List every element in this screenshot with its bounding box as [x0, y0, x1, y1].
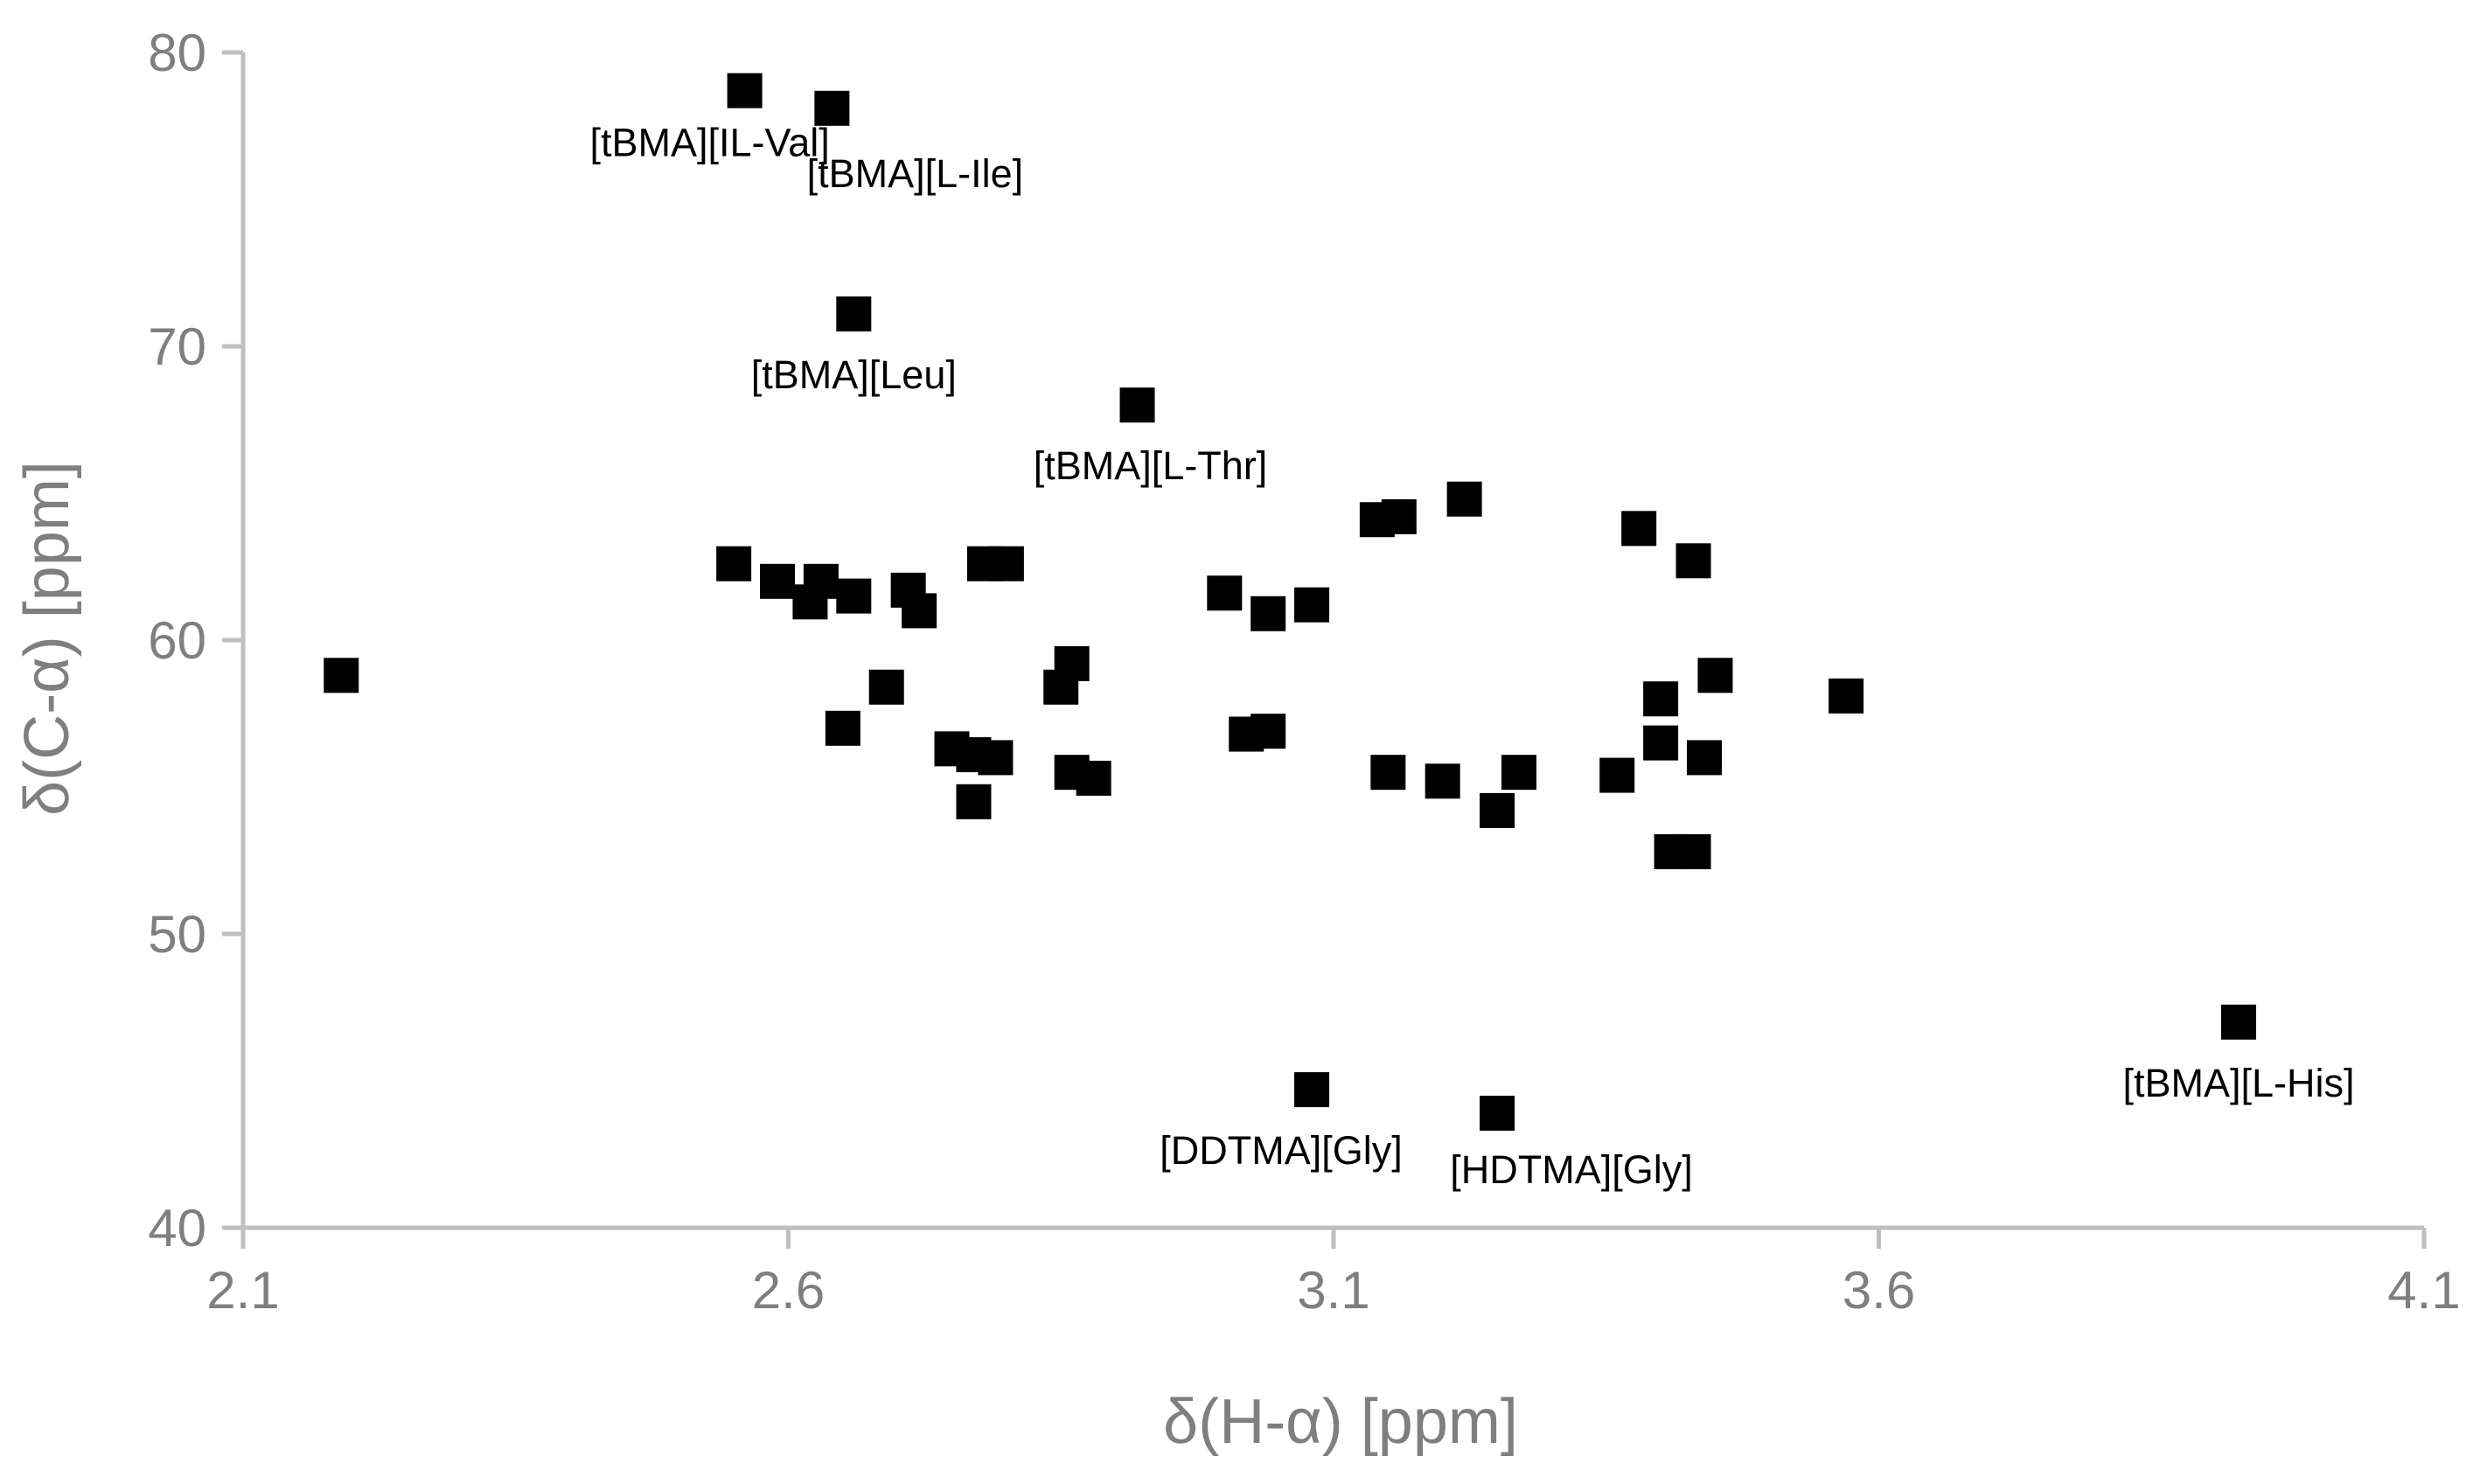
data-point — [1076, 760, 1111, 796]
data-point — [1425, 763, 1460, 799]
point-label: [HDTMA][Gly] — [1450, 1147, 1693, 1192]
data-point — [760, 563, 796, 599]
data-point — [1621, 511, 1657, 547]
x-tick-label: 4.1 — [2387, 1261, 2460, 1320]
point-label: [tBMA][L-Ile] — [807, 151, 1024, 196]
data-point — [868, 669, 904, 705]
point-label: [tBMA][L-His] — [2122, 1061, 2354, 1105]
data-point — [803, 563, 839, 599]
data-point — [1250, 714, 1286, 749]
data-point — [1599, 757, 1635, 793]
y-tick-label: 40 — [148, 1199, 206, 1258]
data-point — [1675, 833, 1711, 869]
data-point — [1294, 587, 1330, 623]
y-tick-label: 60 — [148, 611, 206, 670]
data-point — [1381, 498, 1417, 534]
data-point — [1250, 596, 1286, 631]
y-axis-title: δ(C-α) [ppm] — [12, 461, 82, 816]
data-point — [902, 593, 937, 629]
data-point — [1829, 678, 1864, 714]
data-point — [716, 546, 752, 582]
data-point — [825, 710, 860, 746]
data-point — [1446, 481, 1482, 517]
point-label: [tBMA][L-Thr] — [1034, 443, 1268, 488]
point-label: [DDTMA][Gly] — [1160, 1128, 1403, 1173]
x-tick-label: 2.1 — [206, 1261, 279, 1320]
data-point — [1480, 792, 1515, 828]
x-axis-title: δ(H-α) [ppm] — [1163, 1387, 1518, 1457]
data-point — [836, 296, 872, 332]
data-point — [1501, 755, 1536, 791]
data-point — [956, 784, 992, 819]
data-points — [324, 73, 2257, 1131]
data-point — [1370, 755, 1406, 791]
axes — [222, 50, 2427, 1249]
data-point — [1294, 1072, 1330, 1108]
point-label: [tBMA][Leu] — [751, 352, 957, 397]
data-point — [1480, 1095, 1515, 1131]
data-point — [324, 658, 359, 693]
point-labels: [tBMA][IL-Val][tBMA][L-Ile] [tBMA][Leu] [t… — [589, 121, 2354, 1192]
data-point — [1119, 387, 1155, 423]
data-point — [1686, 740, 1722, 776]
y-tick-label: 80 — [148, 24, 206, 82]
data-point — [1207, 575, 1243, 611]
y-tick-label: 50 — [148, 905, 206, 964]
data-point — [2221, 1004, 2257, 1040]
data-point — [836, 578, 872, 614]
data-point — [1054, 645, 1090, 681]
data-point — [1643, 681, 1679, 717]
x-tick-label: 3.6 — [1843, 1261, 1915, 1320]
tick-labels: 40 50 60 70 80 2.1 2.6 3.1 3.6 4.1 — [148, 24, 2460, 1320]
data-point — [1643, 725, 1679, 761]
x-tick-label: 3.1 — [1297, 1261, 1369, 1320]
data-point — [727, 73, 763, 108]
data-point — [814, 90, 850, 126]
data-point — [1697, 658, 1733, 693]
point-label: [tBMA][IL-Val] — [589, 121, 829, 165]
y-tick-label: 70 — [148, 317, 206, 376]
x-tick-label: 2.6 — [752, 1261, 825, 1320]
data-point — [988, 546, 1024, 582]
data-point — [1675, 543, 1711, 579]
data-point — [978, 740, 1014, 776]
